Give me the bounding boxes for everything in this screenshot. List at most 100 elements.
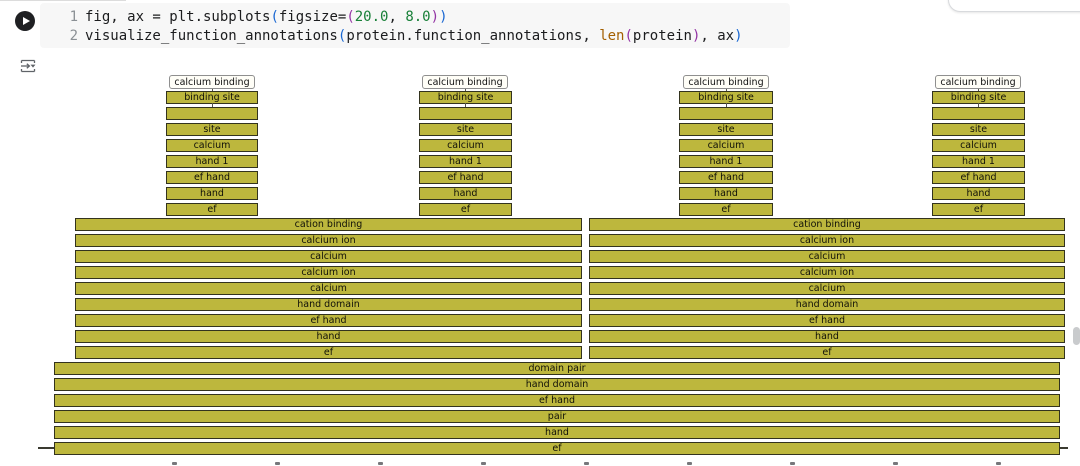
annotation-box: calcium xyxy=(589,250,1065,263)
code-token: ( xyxy=(624,28,633,44)
annotation-box: calcium xyxy=(75,250,582,263)
annotation-box: calcium ion xyxy=(75,234,582,247)
code-token: 8.0 xyxy=(405,9,431,25)
annotation-tooltip: calcium binding xyxy=(169,75,255,89)
code-token: , xyxy=(388,9,406,25)
leader-line xyxy=(726,89,727,91)
axis-tick-label-stub xyxy=(687,462,692,465)
annotation-box: hand xyxy=(166,187,258,200)
leader-line xyxy=(212,103,213,107)
annotation-box: ef xyxy=(589,346,1065,359)
annotation-tooltip: calcium binding xyxy=(935,75,1021,89)
annotation-box: ef hand xyxy=(589,314,1065,327)
annotation-box: hand 1 xyxy=(166,155,258,168)
annotation-box: cation binding xyxy=(589,218,1065,231)
toolbar-edge-divider xyxy=(0,0,126,1)
line-number: 1 xyxy=(69,9,78,25)
axis-tick-label-stub xyxy=(481,462,486,465)
annotation-box: ef hand xyxy=(166,171,258,184)
code-token: ( xyxy=(270,9,279,25)
annotation-box: site xyxy=(166,123,258,136)
annotation-box: hand domain xyxy=(75,298,582,311)
annotation-box: ef hand xyxy=(75,314,582,327)
annotation-box: hand xyxy=(419,187,512,200)
annotation-tooltip: calcium binding xyxy=(683,75,769,89)
leader-line xyxy=(465,103,466,107)
annotation-box: site xyxy=(419,123,512,136)
annotation-box: hand xyxy=(932,187,1025,200)
annotation-box: hand xyxy=(75,330,582,343)
axis-tick-label-stub xyxy=(996,462,1001,465)
leader-line xyxy=(212,89,213,91)
axis-tick-label-stub xyxy=(378,462,383,465)
code-cell[interactable]: 1 fig, ax = plt.subplots(figsize=(20.0, 8… xyxy=(40,3,790,48)
annotation-box: site xyxy=(679,123,773,136)
code-token: ( xyxy=(346,9,355,25)
annotation-box: calcium xyxy=(589,282,1065,295)
code-token: fig, ax = plt.subplots xyxy=(85,9,271,25)
annotation-box: hand xyxy=(589,330,1065,343)
code-line[interactable]: 2 visualize_function_annotations(protein.… xyxy=(40,27,790,46)
code-editor[interactable]: 1 fig, ax = plt.subplots(figsize=(20.0, 8… xyxy=(40,8,790,46)
code-token: visualize_function_annotations xyxy=(85,28,338,44)
annotation-box: ef xyxy=(75,346,582,359)
annotation-box: hand xyxy=(54,426,1060,439)
axis-tick-label-stub xyxy=(893,462,898,465)
annotation-box: ef xyxy=(679,203,773,216)
annotation-box: calcium xyxy=(75,282,582,295)
annotation-box: calcium xyxy=(166,139,258,152)
annotation-box: ef xyxy=(419,203,512,216)
annotation-box: ef hand xyxy=(932,171,1025,184)
annotation-tooltip: calcium binding xyxy=(422,75,508,89)
annotation-box xyxy=(679,107,773,120)
annotation-box: ef xyxy=(54,442,1060,455)
code-token: figsize= xyxy=(278,9,347,25)
annotation-box: calcium xyxy=(932,139,1025,152)
leader-line xyxy=(978,103,979,107)
leader-line xyxy=(465,89,466,91)
play-icon xyxy=(22,17,30,25)
annotation-box: hand xyxy=(679,187,773,200)
output-gutter-icon[interactable] xyxy=(19,57,37,75)
code-token: , ax xyxy=(700,28,735,44)
annotation-box xyxy=(932,107,1025,120)
code-token: protein.function_annotations, xyxy=(346,28,600,44)
annotation-box: pair xyxy=(54,410,1060,423)
code-token: ) xyxy=(430,9,440,25)
annotation-box: ef xyxy=(166,203,258,216)
leader-line xyxy=(978,89,979,91)
code-line[interactable]: 1 fig, ax = plt.subplots(figsize=(20.0, 8… xyxy=(40,8,790,27)
code-token: ) xyxy=(691,28,701,44)
run-cell-button[interactable] xyxy=(15,11,35,31)
code-token: len xyxy=(599,28,625,44)
axis-tick-label-stub xyxy=(275,462,280,465)
annotation-edge-dash xyxy=(38,447,54,449)
annotation-box: hand 1 xyxy=(419,155,512,168)
code-token: ) xyxy=(439,9,448,25)
annotation-box: ef hand xyxy=(679,171,773,184)
axis-tick-label-stub xyxy=(584,462,589,465)
annotation-box: hand 1 xyxy=(679,155,773,168)
annotation-box: calcium xyxy=(679,139,773,152)
annotation-box xyxy=(419,107,512,120)
annotation-box: calcium ion xyxy=(75,266,582,279)
annotation-edge-dash xyxy=(1060,447,1068,449)
leader-line xyxy=(726,103,727,107)
line-number: 2 xyxy=(69,28,78,44)
annotation-box: ef hand xyxy=(419,171,512,184)
scrollbar-thumb[interactable] xyxy=(1073,327,1080,345)
code-token: ( xyxy=(337,28,347,44)
axis-tick-label-stub xyxy=(790,462,795,465)
annotation-box: hand 1 xyxy=(932,155,1025,168)
code-token: 20.0 xyxy=(354,9,389,25)
annotation-box: domain pair xyxy=(54,362,1060,375)
annotation-box: hand domain xyxy=(54,378,1060,391)
axis-tick-label-stub xyxy=(172,462,177,465)
annotation-box: cation binding xyxy=(75,218,582,231)
annotation-box: calcium ion xyxy=(589,234,1065,247)
annotation-box: calcium ion xyxy=(589,266,1065,279)
annotation-box: site xyxy=(932,123,1025,136)
annotation-box: hand domain xyxy=(589,298,1065,311)
annotation-box: ef xyxy=(932,203,1025,216)
